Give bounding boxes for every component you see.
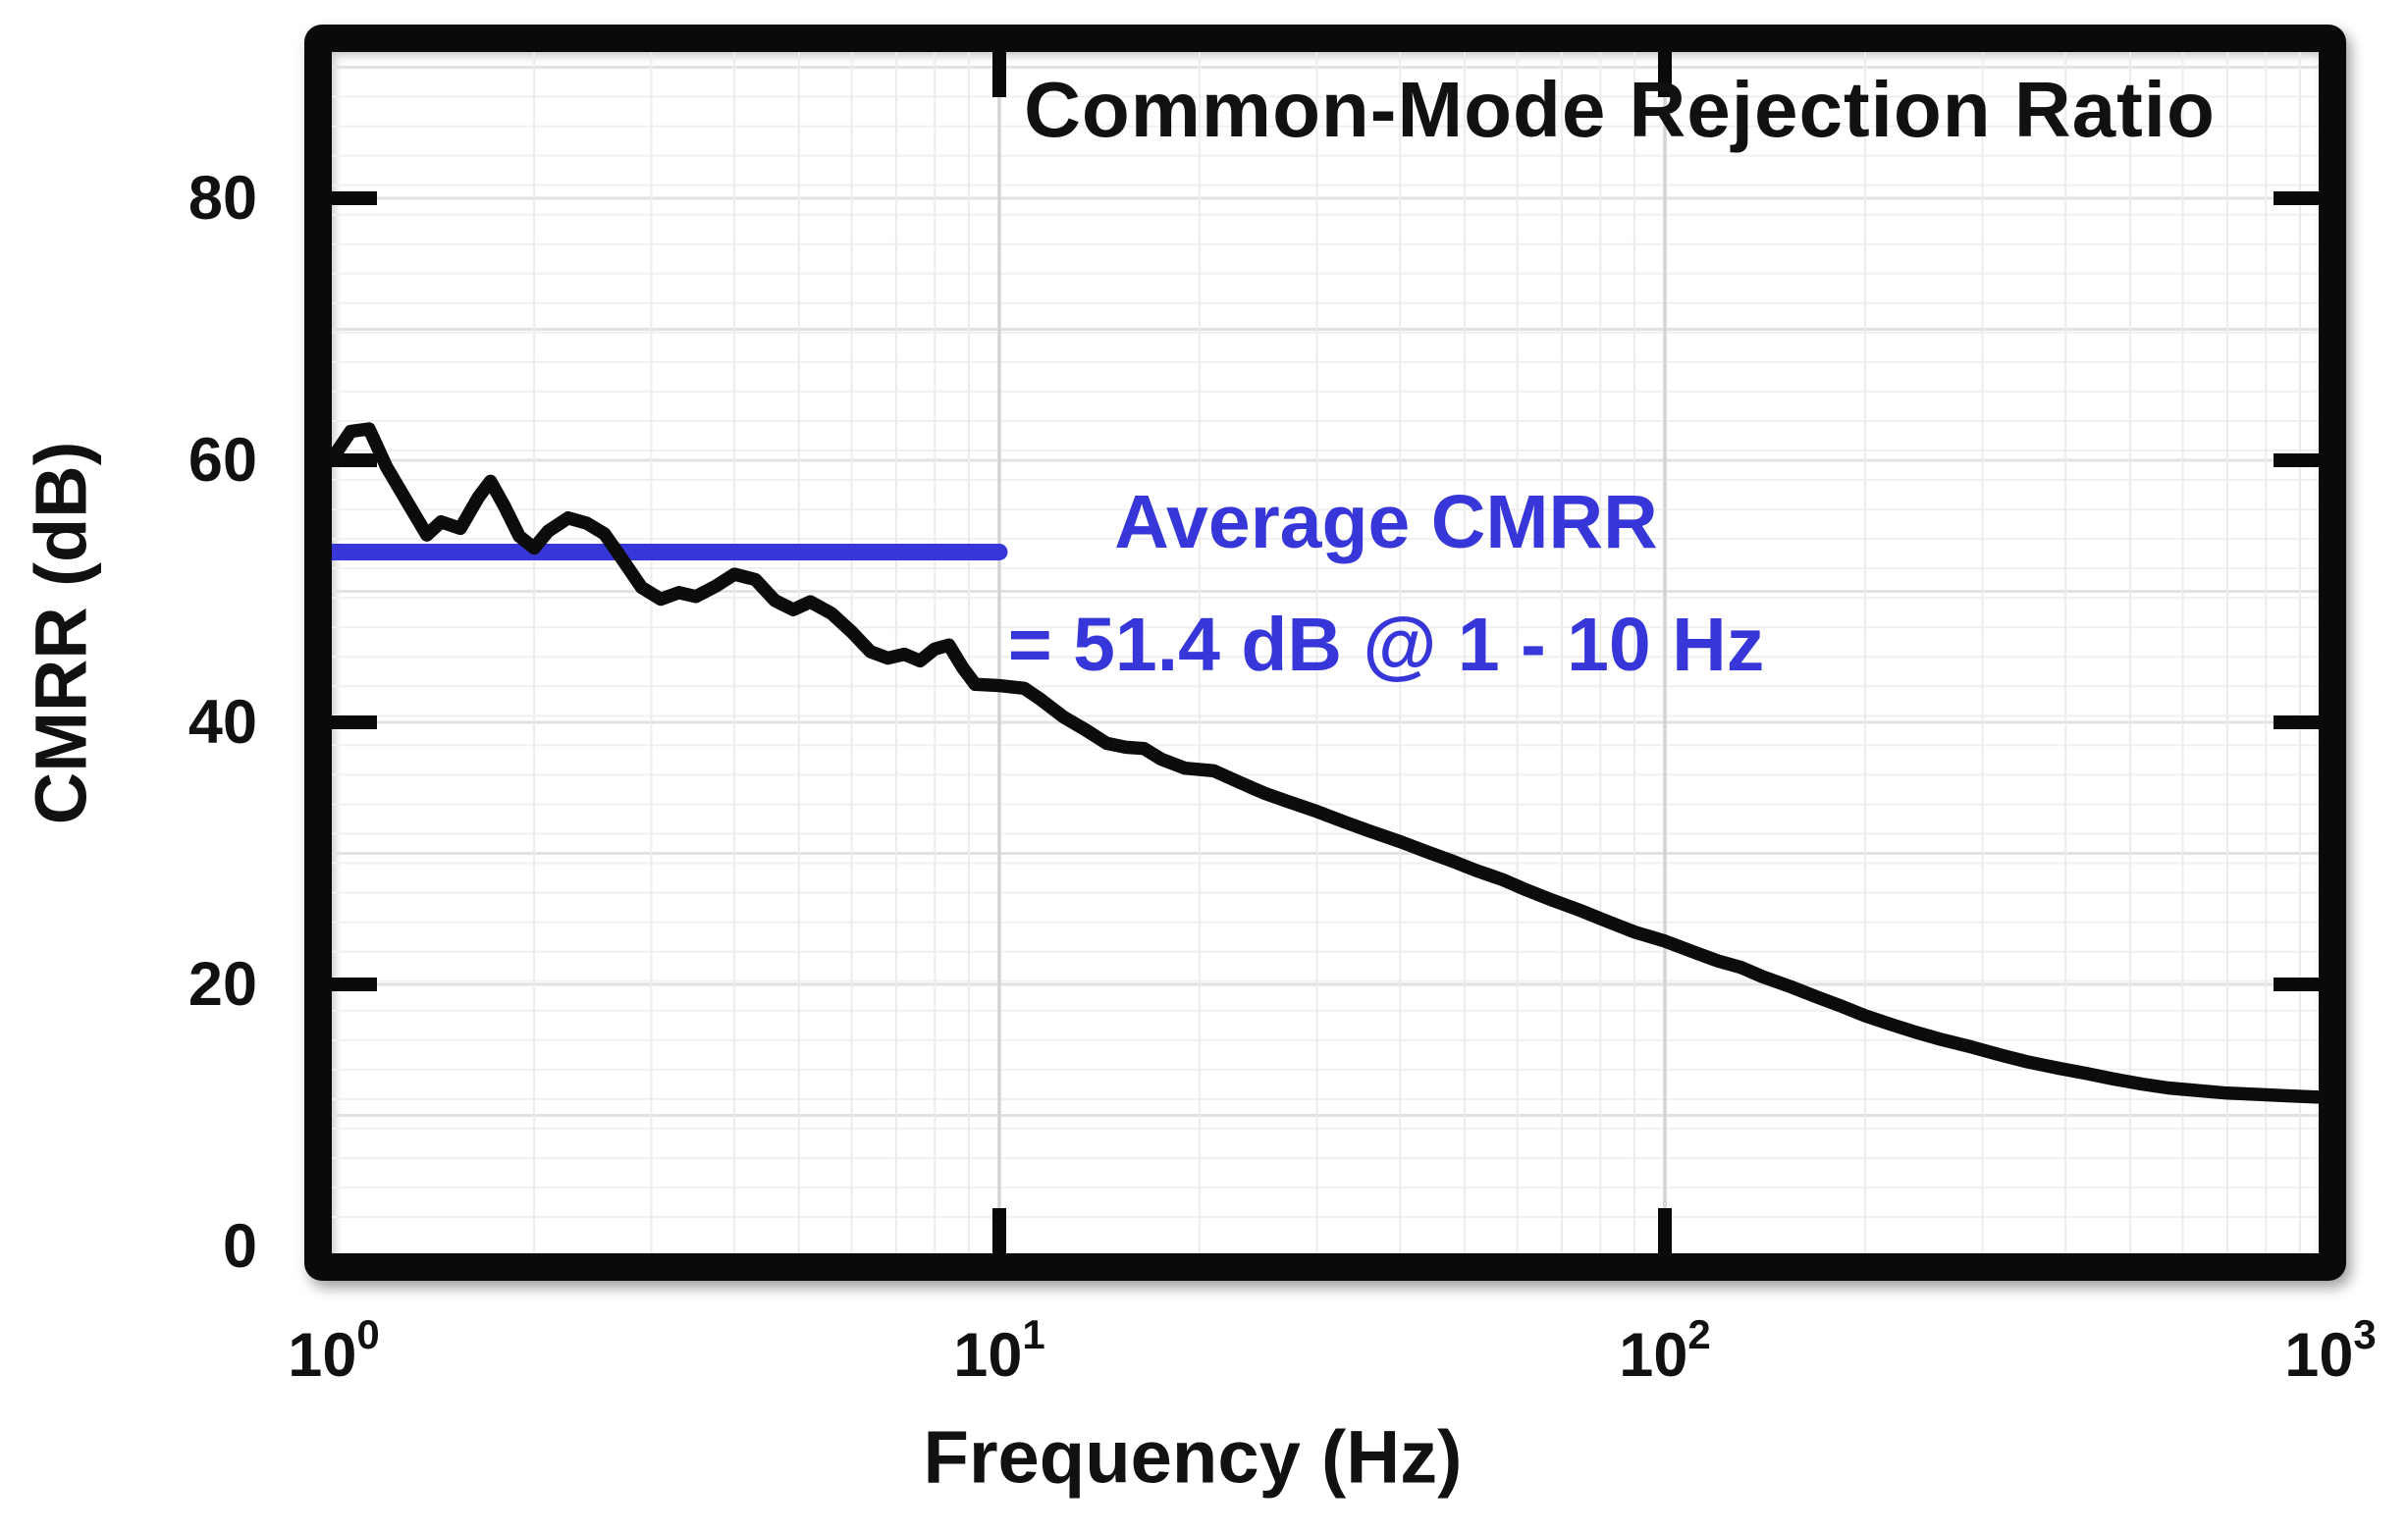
y-tick-label-20: 20: [187, 950, 257, 1019]
chart-title: Common-Mode Rejection Ratio: [1024, 66, 2216, 153]
y-tick-label-40: 40: [187, 688, 257, 757]
plot-frame: [304, 25, 2346, 1281]
y-tick-label-0: 0: [222, 1212, 257, 1281]
annotation-line-2: = 51.4 dB @ 1 - 10 Hz: [1007, 603, 1765, 687]
annotation-line-1: Average CMRR: [1114, 480, 1658, 564]
x-tick-label-10e0: 100: [288, 1311, 380, 1390]
average-cmrr-annotation: Average CMRR = 51.4 dB @ 1 - 10 Hz: [1008, 461, 1765, 707]
x-axis-title: Frequency (Hz): [923, 1415, 1463, 1500]
cmrr-curve: [332, 422, 2319, 1104]
x-tick-label-10e2: 102: [1619, 1311, 1711, 1390]
y-axis-title: CMRR (dB): [20, 441, 102, 825]
y-tick-label-60: 60: [187, 426, 257, 495]
x-tick-label-10e1: 101: [953, 1311, 1045, 1390]
plot-area: [332, 52, 2319, 1253]
x-tick-label-10e3: 103: [2284, 1311, 2377, 1390]
y-tick-label-80: 80: [187, 164, 257, 233]
